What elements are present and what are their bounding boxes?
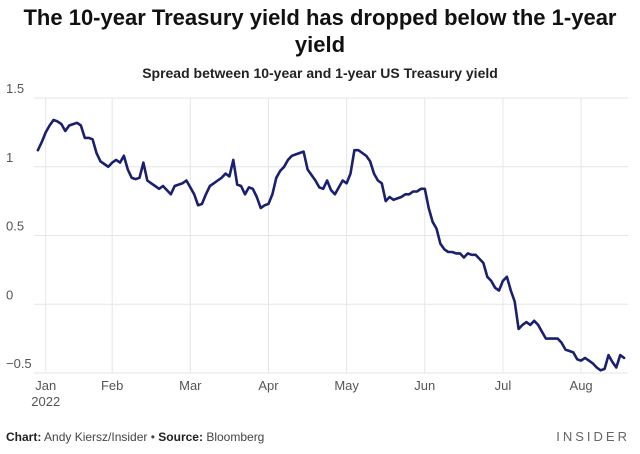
x-tick-label: Feb <box>101 378 123 393</box>
chart-title: The 10-year Treasury yield has dropped b… <box>23 5 617 57</box>
x-tick-label: Apr <box>258 378 279 393</box>
chart-subtitle: Spread between 10-year and 1-year US Tre… <box>142 65 498 81</box>
source-name: Bloomberg <box>206 430 265 444</box>
series-layer <box>36 118 626 372</box>
chart-credit-author: Andy Kiersz/Insider <box>44 430 148 444</box>
x-tick-label: Jan <box>35 378 56 393</box>
footer-bullet: • <box>150 430 155 444</box>
x-tick-label: Jun <box>414 378 435 393</box>
y-tick-label: −0.5 <box>6 356 32 371</box>
y-axis-ticks: 1.5 1 0.5 0 −0.5 <box>6 81 32 371</box>
grid-lines <box>34 97 628 374</box>
x-tick-label: May <box>334 378 359 393</box>
insider-logo: INSIDER <box>556 429 630 444</box>
x-tick-label: Jul <box>495 378 512 393</box>
chart-credit-label: Chart: <box>6 430 42 444</box>
y-tick-label: 1.5 <box>6 81 24 96</box>
y-tick-label: 0 <box>6 287 13 302</box>
y-tick-label: 0.5 <box>6 219 24 234</box>
x-tick-label: Aug <box>570 378 593 393</box>
x-tick-sublabel: 2022 <box>31 394 60 409</box>
x-tick-label: Mar <box>179 378 202 393</box>
footer-credits: Chart: Andy Kiersz/Insider • Source: Blo… <box>6 430 264 444</box>
source-label: Source: <box>158 430 203 444</box>
y-tick-label: 1 <box>6 150 13 165</box>
series-line <box>36 118 626 372</box>
